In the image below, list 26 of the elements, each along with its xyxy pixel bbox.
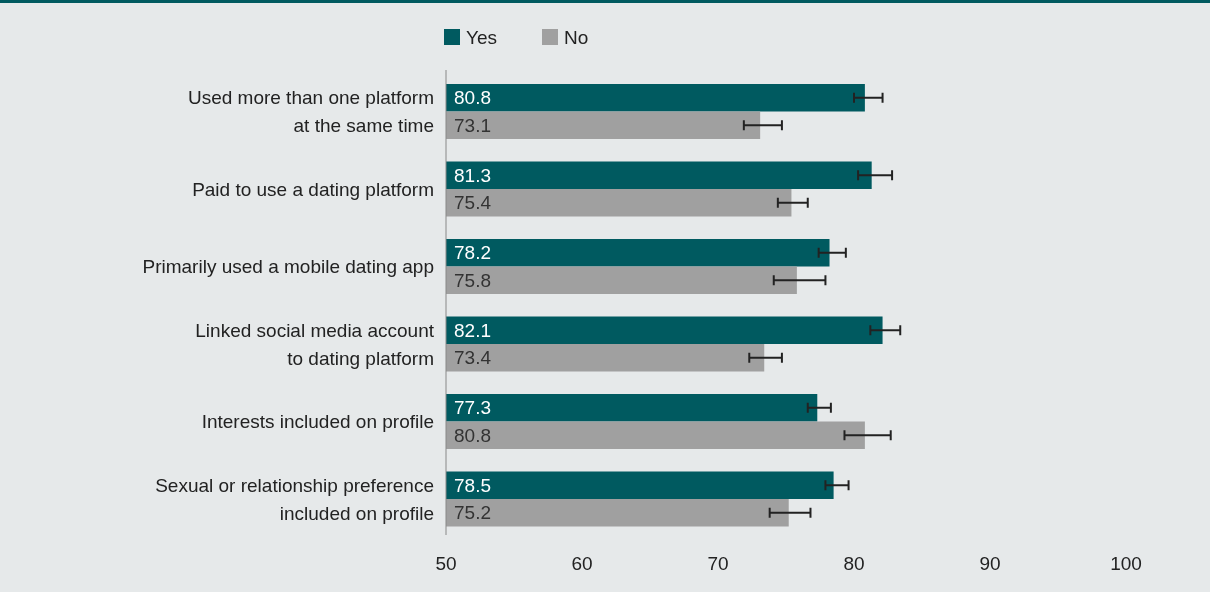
x-tick-label: 90 [979, 552, 1001, 574]
data-label: 78.5 [454, 474, 491, 496]
x-tick-label: 70 [707, 552, 729, 574]
data-label: 73.4 [454, 347, 492, 369]
y-tick-label: Interests included on profile [201, 411, 434, 433]
y-tick-label: Used more than one platform at the same time [187, 87, 434, 137]
data-label: 73.1 [454, 114, 491, 136]
x-tick-label: 50 [435, 552, 457, 574]
data-label: 82.1 [454, 319, 491, 341]
legend-label: No [564, 26, 589, 48]
y-tick-label: Sexual or relationship preference included on profile [155, 474, 434, 524]
data-label: 80.8 [454, 87, 491, 109]
y-tick-label: Paid to use a dating platform [192, 178, 434, 200]
data-label: 75.8 [454, 269, 491, 291]
y-tick-label: Linked social media account to dating platform [195, 319, 435, 369]
y-tick-label: Primarily used a mobile dating app [142, 256, 434, 278]
data-label: 80.8 [454, 424, 491, 446]
data-label: 81.3 [454, 164, 491, 186]
data-label: 75.2 [454, 502, 491, 524]
x-tick-label: 100 [1110, 552, 1142, 574]
legend-label: Yes [466, 26, 497, 48]
data-label: 77.3 [454, 397, 491, 419]
data-label: 78.2 [454, 242, 491, 264]
data-label: 75.4 [454, 192, 492, 214]
x-tick-label: 80 [843, 552, 865, 574]
x-tick-label: 60 [571, 552, 593, 574]
